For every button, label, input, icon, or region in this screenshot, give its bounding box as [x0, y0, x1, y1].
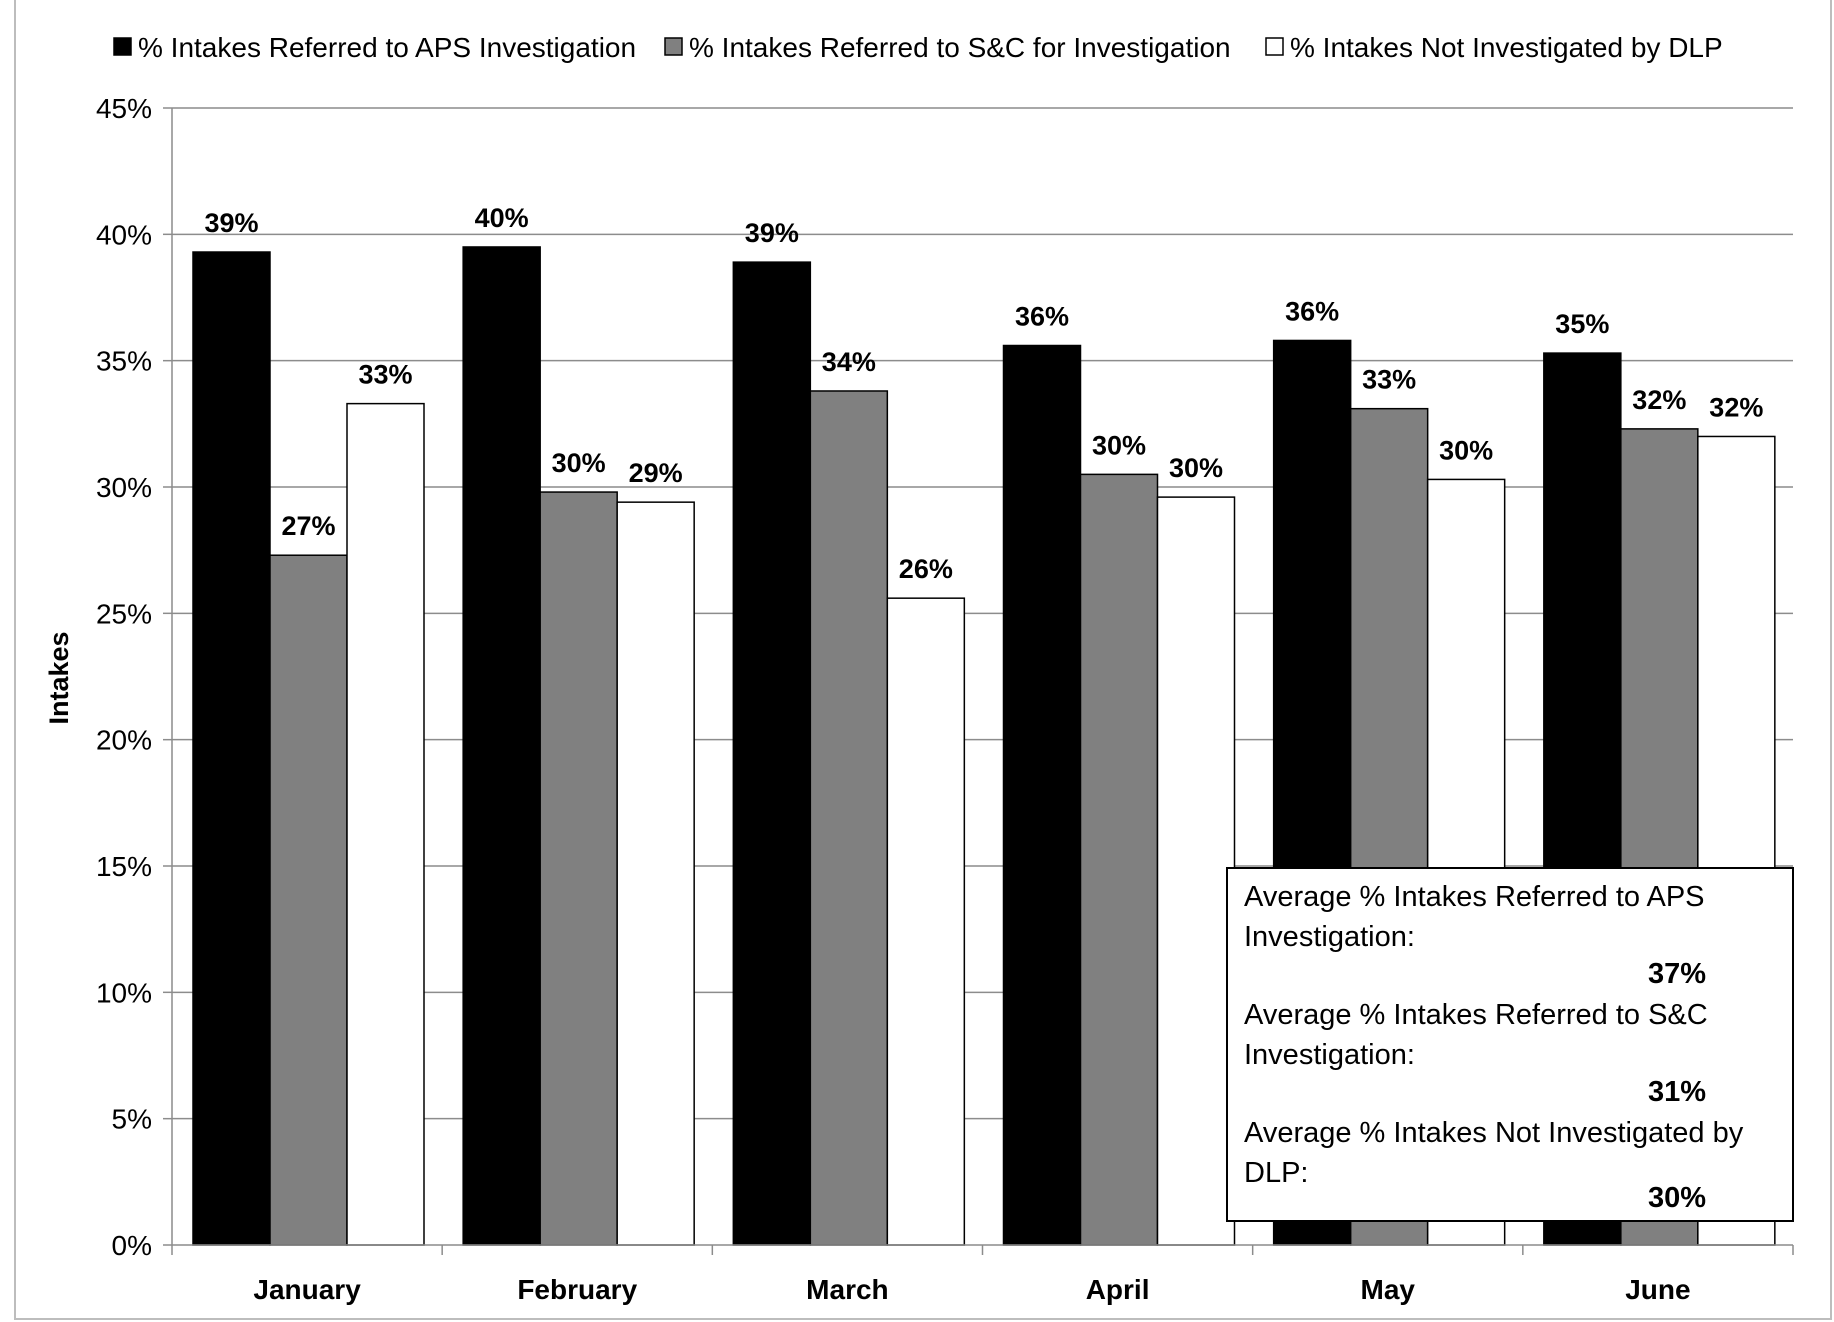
data-label: 33%	[1362, 365, 1416, 395]
x-axis-labels: January February March April May June	[253, 1274, 1690, 1305]
y-tick-label: 30%	[96, 472, 152, 503]
average-aps-value: 37%	[1647, 958, 1706, 990]
axes	[171, 108, 1794, 1255]
bar-april-series-1	[1002, 344, 1082, 1246]
legend-entry-label: % Intakes Referred to S&C for Investigat…	[689, 32, 1231, 63]
y-tick-label: 40%	[96, 219, 152, 250]
y-tick-label: 15%	[96, 851, 152, 882]
bar-february-series-3	[616, 501, 695, 1246]
x-tick-label: May	[1361, 1274, 1416, 1305]
data-label: 35%	[1555, 309, 1609, 339]
x-tick-label: April	[1086, 1274, 1150, 1305]
average-dlp-label: Average % Intakes Not Investigated by DL…	[1244, 1117, 1744, 1189]
bar-january-series-2	[269, 554, 348, 1246]
average-dlp-value: 30%	[1647, 1182, 1706, 1214]
bar-february-series-1	[462, 246, 541, 1246]
x-tick-label: June	[1625, 1274, 1690, 1305]
bar-april-series-3	[1156, 496, 1236, 1246]
data-label: 32%	[1709, 392, 1763, 422]
y-tick-label: 5%	[112, 1104, 152, 1135]
y-tick-label: 20%	[96, 725, 152, 756]
data-label: 26%	[899, 554, 953, 584]
data-label: 39%	[745, 218, 799, 248]
x-tick-label: February	[517, 1274, 637, 1305]
averages-annotation-box: Average % Intakes Referred to APS Invest…	[1226, 867, 1794, 1222]
y-tick-label: 0%	[112, 1230, 152, 1261]
y-axis-ticks: 0% 5% 10% 15% 20% 25% 30% 35% 40% 45%	[96, 93, 172, 1261]
legend-entry-label: % Intakes Not Investigated by DLP	[1290, 32, 1723, 63]
bar-january-series-3	[346, 402, 425, 1246]
data-label: 34%	[822, 347, 876, 377]
bar-february-series-2	[539, 491, 618, 1246]
bar-april-series-2	[1079, 473, 1159, 1246]
data-label: 39%	[204, 208, 258, 238]
average-dlp-item: Average % Intakes Not Investigated by DL…	[1244, 1113, 1784, 1214]
data-label: 29%	[629, 458, 683, 488]
bar-march-series-2	[809, 390, 889, 1246]
average-sc-label: Average % Intakes Referred to S&C Invest…	[1244, 999, 1708, 1071]
y-tick-label: 10%	[96, 977, 152, 1008]
data-label: 30%	[552, 448, 606, 478]
y-tick-label: 35%	[96, 346, 152, 377]
average-aps-label: Average % Intakes Referred to APS Invest…	[1244, 881, 1705, 953]
y-tick-label: 45%	[96, 93, 152, 124]
x-tick-label: March	[806, 1274, 888, 1305]
legend-swatch	[664, 37, 683, 56]
data-label: 36%	[1285, 296, 1339, 326]
legend-entry-label: % Intakes Referred to APS Investigation	[138, 32, 636, 63]
legend-swatch	[113, 37, 132, 56]
data-label: 30%	[1092, 430, 1146, 460]
data-label: 32%	[1632, 385, 1686, 415]
data-label: 30%	[1169, 453, 1223, 483]
bar-january-series-1	[192, 251, 271, 1246]
data-label: 30%	[1439, 435, 1493, 465]
bar-march-series-3	[886, 597, 966, 1246]
bar-march-series-1	[732, 261, 812, 1246]
y-tick-label: 25%	[96, 598, 152, 629]
average-sc-item: Average % Intakes Referred to S&C Invest…	[1244, 995, 1784, 1108]
average-aps-item: Average % Intakes Referred to APS Invest…	[1244, 877, 1784, 990]
average-sc-value: 31%	[1647, 1076, 1706, 1108]
legend-swatch	[1265, 37, 1284, 56]
y-axis-title: Intakes	[44, 631, 74, 724]
data-label: 33%	[358, 360, 412, 390]
data-label: 40%	[475, 203, 529, 233]
legend: % Intakes Referred to APS Investigation%…	[113, 32, 1723, 63]
data-label: 36%	[1015, 302, 1069, 332]
x-tick-label: January	[253, 1274, 361, 1305]
data-label: 27%	[281, 511, 335, 541]
